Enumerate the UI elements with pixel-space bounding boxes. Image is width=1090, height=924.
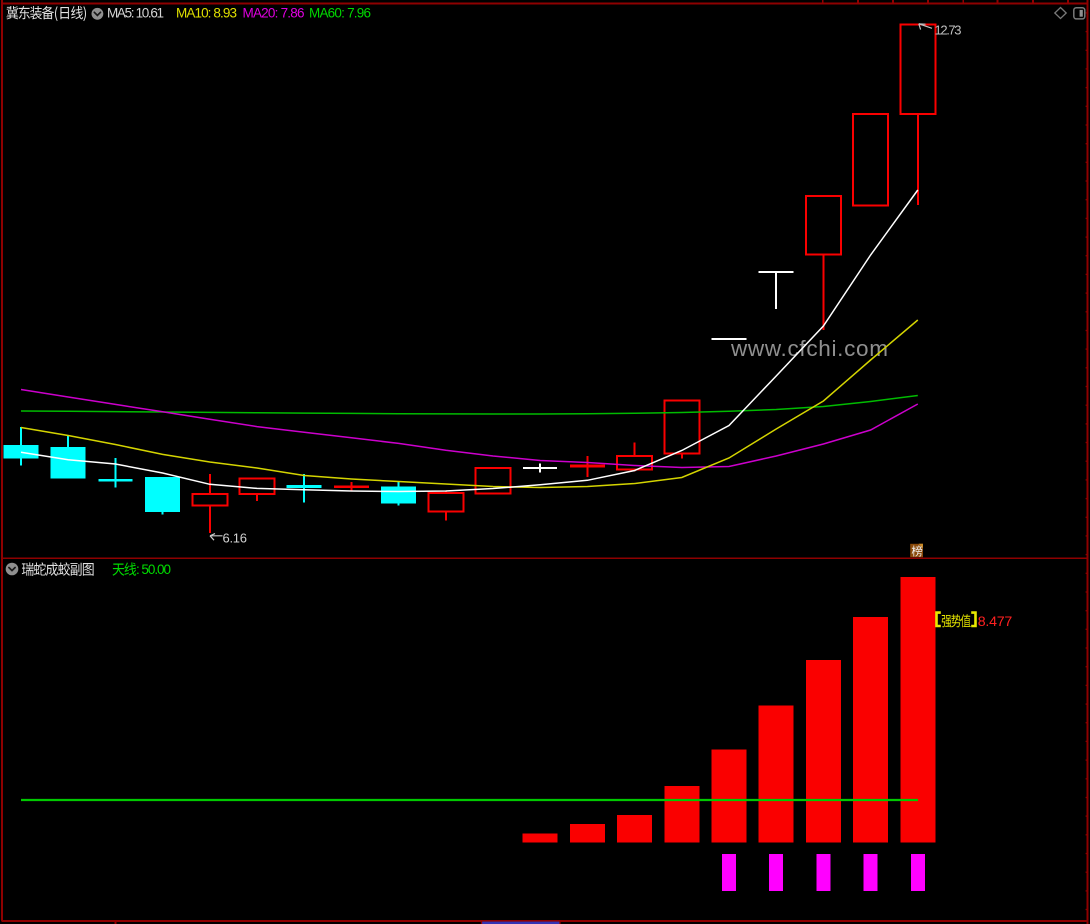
svg-text:: 50.00: : 50.00	[136, 562, 171, 577]
svg-text:www.cfchi.com: www.cfchi.com	[730, 336, 888, 361]
svg-text:MA20: 7.86: MA20: 7.86	[243, 6, 305, 21]
svg-text:12.73: 12.73	[935, 23, 962, 38]
svg-text:MA5: 10.61: MA5: 10.61	[107, 6, 164, 21]
svg-text:MA10: 8.93: MA10: 8.93	[176, 6, 237, 21]
svg-text:8.477: 8.477	[978, 614, 1013, 630]
svg-text:MA60: 7.96: MA60: 7.96	[309, 6, 371, 21]
svg-text:6.16: 6.16	[223, 531, 248, 546]
